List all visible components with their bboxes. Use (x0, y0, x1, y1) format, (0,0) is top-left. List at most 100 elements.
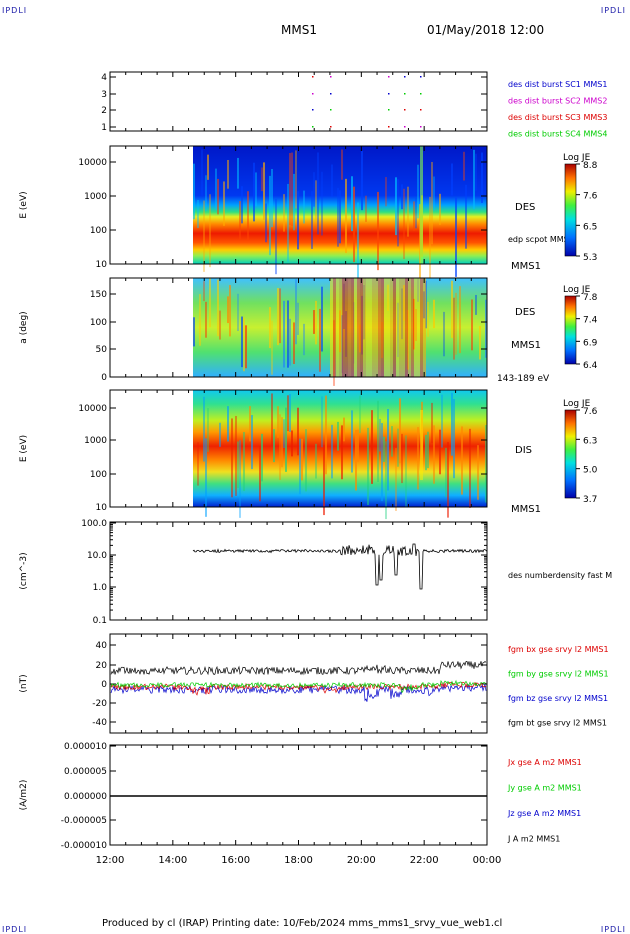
dis-energy-streak (401, 433, 403, 484)
corner-label-top-right: IPDLI (600, 6, 626, 15)
des-energy-streak (433, 176, 435, 211)
des-energy-streak (239, 201, 241, 240)
dis-energy-streak (325, 395, 327, 475)
dis-energy-streak (381, 423, 383, 502)
dis-energy-sc-label: MMS1 (511, 504, 541, 515)
des-pitch-streak (443, 311, 445, 357)
des-pitch-streak (402, 278, 405, 377)
des-pitch-streak (384, 278, 387, 377)
dis-energy-event-stripe (420, 410, 423, 480)
corner-label-bottom-left: IPDLI (2, 925, 28, 934)
density-panel-frame (109, 521, 488, 621)
des-energy-streak (287, 183, 289, 262)
burst-dot (330, 93, 332, 95)
des-energy-extra-label: edp scpot MMS1 (508, 235, 574, 244)
des-energy-streak (303, 190, 305, 224)
datetime-title: 01/May/2018 12:00 (427, 23, 545, 37)
dis-energy-streak (477, 445, 479, 500)
des-pitch-streak (293, 322, 295, 364)
des-energy-streak (207, 154, 209, 180)
burst-legend-4: des dist burst SC4 MMS4 (508, 130, 607, 139)
dis-energy-streak (351, 410, 353, 473)
des-pitch-panel-ytick-label: 100 (90, 318, 107, 328)
des-energy-streak (377, 191, 379, 271)
des-energy-streak (407, 186, 409, 237)
des-energy-colorbar-tick-label: 8.8 (583, 161, 598, 171)
des-pitch-colorbar-title: Log JE (563, 285, 591, 295)
des-energy-streak (321, 171, 323, 236)
dis-energy-ylabel: E (eV) (19, 435, 29, 462)
burst-panel-ytick-label: 3 (101, 90, 107, 100)
des-energy-colorbar-tick-label: 5.3 (583, 253, 597, 263)
des-pitch-streak (396, 278, 399, 377)
dis-energy-streak (439, 429, 441, 475)
des-energy-streak (255, 172, 257, 207)
des-pitch-streak (277, 288, 279, 346)
des-pitch-streak (393, 278, 396, 377)
des-energy-streak (413, 201, 415, 231)
des-pitch-streak (363, 278, 366, 377)
current-legend-3: Jz gse A m2 MMS1 (507, 809, 581, 818)
x-tick-label: 22:00 (410, 855, 439, 866)
des-pitch-streak (209, 278, 211, 328)
current-ylabel: (A/m2) (19, 780, 29, 811)
dis-energy-streak (395, 448, 397, 511)
density-trace (192, 543, 488, 590)
des-energy-streak (313, 172, 315, 207)
dis-energy-colorbar-bar (564, 409, 577, 499)
dis-energy-streak (433, 425, 435, 484)
des-energy-streak (395, 177, 397, 236)
dis-energy-streak (203, 396, 205, 462)
des-energy-streak (351, 176, 353, 232)
des-pitch-streak (417, 278, 420, 377)
des-energy-streak (417, 164, 419, 219)
bfield-panel-ytick-label: 0 (101, 680, 107, 690)
dis-energy-panel-ytick-label: 10000 (78, 404, 107, 414)
des-energy-streak (293, 173, 295, 231)
dis-energy-streak (231, 418, 233, 498)
des-energy-colorbar-bar (564, 163, 577, 257)
des-energy-streak (217, 178, 219, 215)
density-panel-ytick-label: 10.0 (87, 551, 107, 561)
burst-panel-ytick-label: 4 (101, 73, 107, 83)
des-energy-streak (291, 152, 293, 226)
dis-energy-streak (377, 400, 379, 482)
des-pitch-energy-range: 143-189 eV (497, 374, 550, 384)
burst-dot (420, 109, 422, 111)
des-energy-streak (403, 188, 405, 260)
des-pitch-streak (287, 300, 289, 368)
burst-legend-1: des dist burst SC1 MMS1 (508, 80, 607, 89)
x-tick-label: 16:00 (221, 855, 250, 866)
dis-energy-colorbar-tick-label: 7.6 (583, 407, 598, 417)
x-tick-label: 14:00 (158, 855, 187, 866)
des-pitch-streak (414, 278, 417, 377)
dis-energy-streak (399, 398, 401, 464)
des-energy-streak (297, 191, 299, 250)
dis-energy-streak (383, 436, 385, 462)
burst-dot (388, 76, 390, 78)
des-energy-streak (397, 179, 399, 247)
burst-dot (388, 109, 390, 111)
burst-panel-ytick-label: 2 (101, 106, 107, 116)
des-energy-streak (227, 160, 229, 189)
des-pitch-streak (420, 278, 423, 377)
dis-energy-streak (379, 418, 381, 452)
burst-dot (388, 93, 390, 95)
dis-energy-streak (469, 428, 471, 509)
spacecraft-title: MMS1 (281, 23, 317, 37)
des-energy-streak (439, 193, 441, 225)
bfield-ylabel: (nT) (19, 674, 29, 692)
des-energy-streak (201, 149, 203, 196)
des-pitch-streak (271, 320, 273, 375)
dis-energy-streak (359, 395, 361, 434)
des-energy-streak (431, 161, 433, 245)
des-pitch-streak (217, 279, 219, 337)
des-energy-panel-ytick-label: 1000 (84, 192, 107, 202)
current-panel-ytick-label: 0.000005 (64, 767, 107, 777)
burst-dot (312, 93, 314, 95)
dis-energy-streak (273, 429, 275, 463)
des-energy-streak (353, 186, 355, 263)
footer-text: Produced by cl (IRAP) Printing date: 10/… (102, 918, 503, 929)
des-energy-streak (475, 153, 477, 191)
des-energy-streak (339, 190, 341, 244)
